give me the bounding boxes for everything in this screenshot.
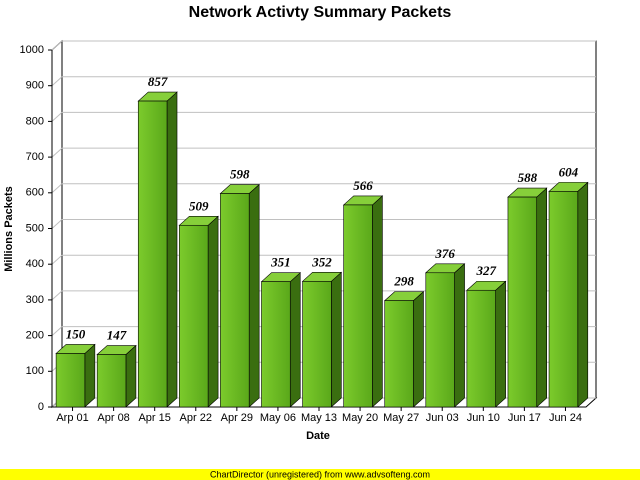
bar-side [454,263,465,408]
x-tick-label: Jun 03 [426,412,459,424]
value-label: 604 [559,164,579,179]
value-label: 327 [476,263,497,278]
x-tick-label: Jun 10 [467,412,500,424]
bar-side [413,290,424,408]
bar [96,354,127,408]
x-tick-label: Jun 17 [508,412,541,424]
grid-line-side [51,40,63,51]
bar [220,193,250,408]
y-tick-label: 200 [26,330,44,342]
bar-side [331,271,342,408]
bar [507,196,538,408]
value-label: 566 [353,178,373,193]
grid-line-side [51,183,63,194]
x-axis-title: Date [306,430,330,442]
x-tick-label: May 20 [342,412,378,424]
bar [261,281,291,408]
bar-side [166,91,178,408]
x-tick-label: Apr 08 [97,412,129,424]
bar [302,281,332,408]
chart-title: Network Activty Summary Packets [189,4,452,21]
value-label: 352 [311,254,332,269]
grid-line-side [51,76,63,87]
value-label: 857 [148,74,168,89]
grid-line-side [51,112,63,122]
x-tick-label: Apr 15 [138,412,170,424]
footer-text: ChartDirector (unregistered) from www.ad… [210,469,430,479]
grid-line-side [51,219,63,229]
bar [466,289,496,408]
grid-line-side [51,254,63,265]
y-tick-label: 900 [26,80,44,92]
bar-side [248,183,260,408]
y-tick-label: 800 [26,115,44,127]
x-tick-label: Arp 01 [56,412,88,424]
bar [343,204,373,408]
bar [425,272,455,408]
bar-side [207,215,219,408]
bar [179,224,209,408]
y-tick-label: 0 [38,401,44,413]
x-tick-label: Apr 29 [221,412,253,424]
y-tick-label: 300 [26,294,44,306]
value-label: 509 [189,198,209,213]
x-tick-label: May 13 [301,412,337,424]
bar [55,353,86,408]
y-tick-label: 1000 [20,44,44,56]
y-tick-label: 600 [26,187,44,199]
x-tick-label: May 27 [383,412,419,424]
y-axis-title: Millions Packets [3,186,15,272]
bar-side [372,195,383,408]
bar-side [289,272,301,408]
grid-line-side [51,290,63,301]
value-label: 588 [518,170,538,185]
y-tick-label: 500 [26,222,44,234]
bar [548,191,579,408]
plot-area: 0 100 200 300 400 500 600 700 800 900 1000 Arp 01 15… [20,39,598,424]
grid-line-side [51,147,63,158]
bar-side [495,280,506,408]
value-label: 376 [434,246,455,261]
value-label: 598 [230,166,250,181]
bar-side [536,187,548,408]
bar [384,300,414,408]
value-label: 351 [270,255,291,270]
bar-side [84,343,96,408]
y-tick-label: 700 [26,151,44,163]
x-tick-label: Jun 24 [549,412,582,424]
x-tick-label: May 06 [260,412,296,424]
value-label: 150 [66,326,86,341]
bar-side [125,344,137,408]
bar [137,100,168,408]
footer-bar [0,469,640,480]
bar-side [577,181,589,408]
grid-line-side [51,326,63,336]
value-label: 147 [107,328,127,343]
value-label: 298 [393,274,414,289]
x-tick-label: Apr 22 [180,412,212,424]
y-tick-label: 100 [26,365,44,377]
y-tick-label: 400 [26,258,44,270]
